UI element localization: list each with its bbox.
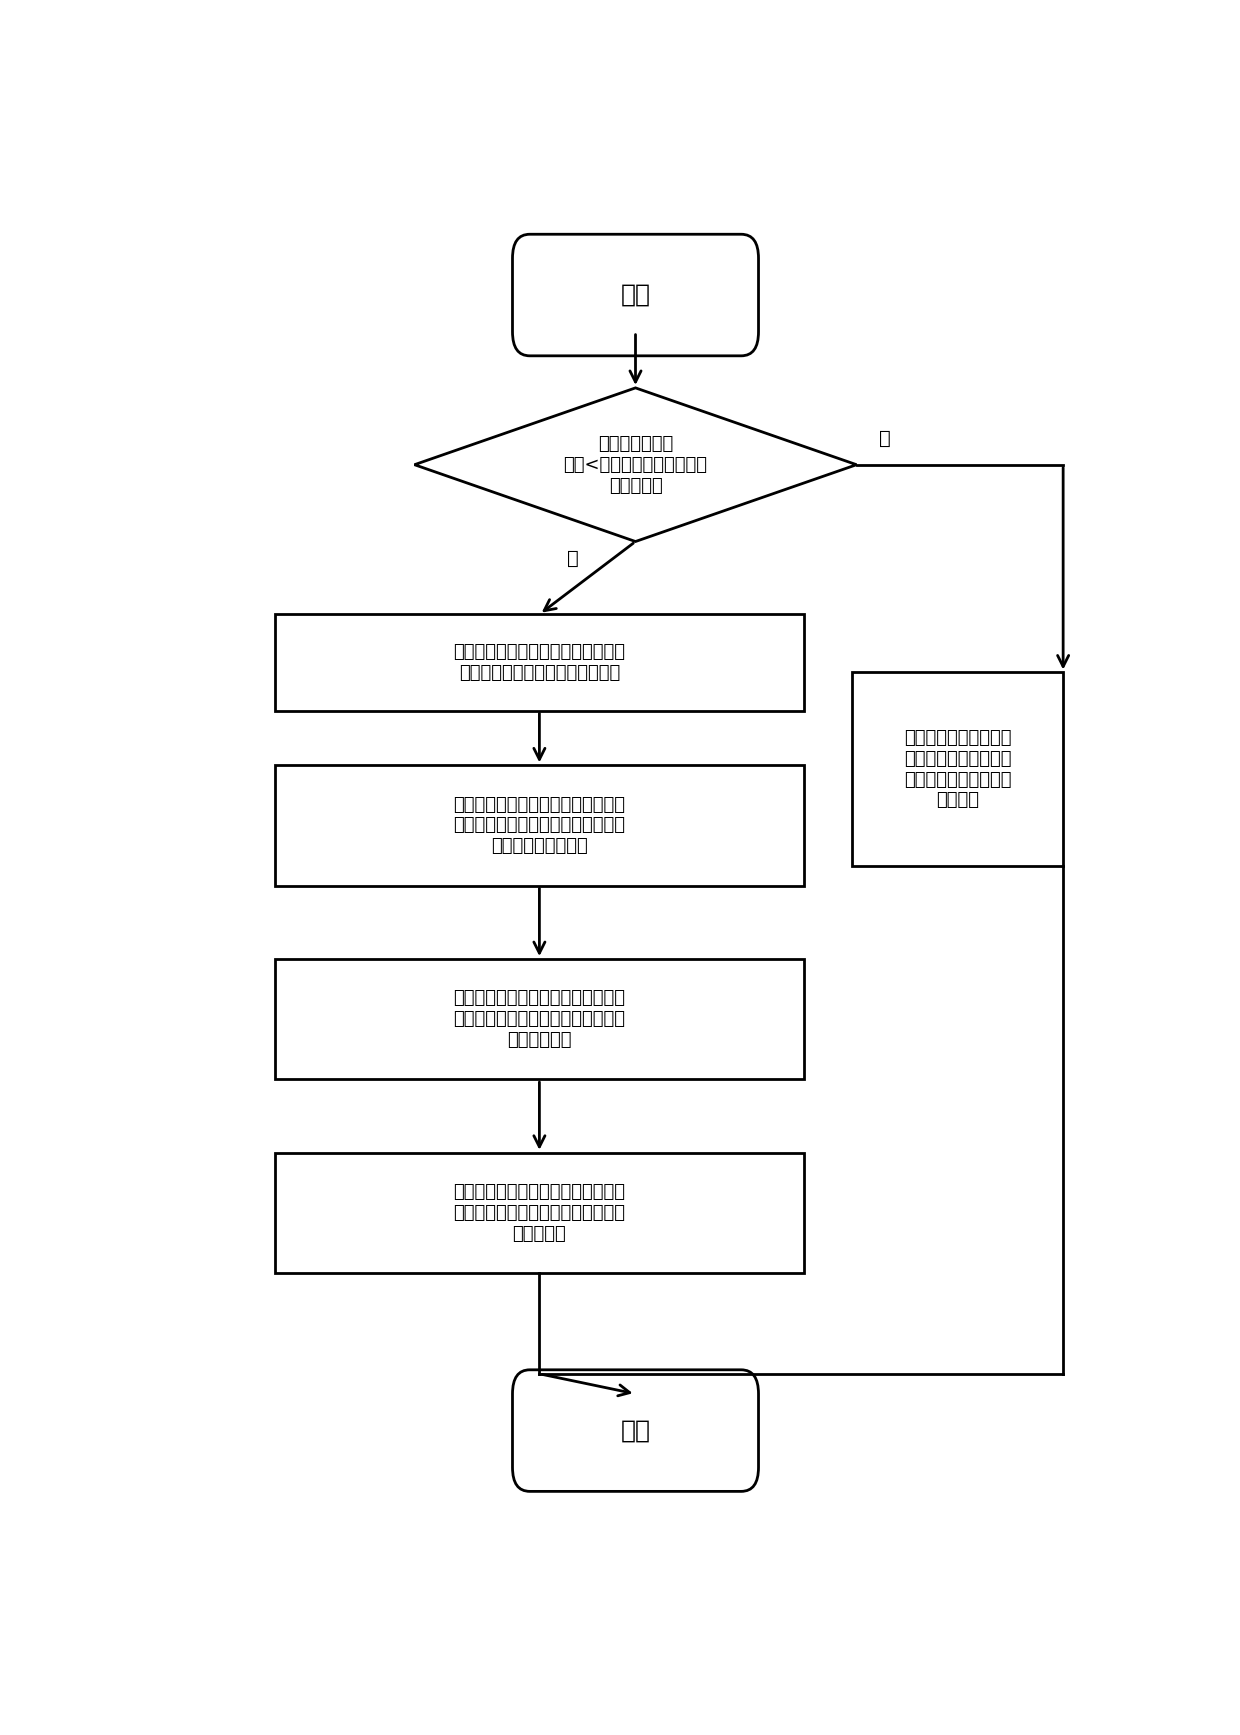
Text: 利用电化学储能电站参与电网调度的
综合评价系数确定各电化学储能电站
分配的功率: 利用电化学储能电站参与电网调度的 综合评价系数确定各电化学储能电站 分配的功率 — [454, 1183, 625, 1242]
Text: 利用电化学储能电站额
定容量和电网调度功率
确定电化学储能电站分
配的功率: 利用电化学储能电站额 定容量和电网调度功率 确定电化学储能电站分 配的功率 — [904, 729, 1011, 810]
Text: 否: 否 — [879, 429, 892, 448]
Bar — [852, 673, 1063, 866]
Text: 根据电化学储能电站的技术评价指标
确定电化学储能电站参与电网调度的
综合评价系数: 根据电化学储能电站的技术评价指标 确定电化学储能电站参与电网调度的 综合评价系数 — [454, 989, 625, 1050]
FancyBboxPatch shape — [512, 234, 759, 356]
Polygon shape — [414, 389, 857, 541]
Bar — [275, 765, 804, 885]
Text: 电网调度需求功
率量<所有电化学储能电站额
定容量之和: 电网调度需求功 率量<所有电化学储能电站额 定容量之和 — [563, 435, 708, 494]
Text: 开始: 开始 — [620, 283, 651, 307]
Bar — [275, 959, 804, 1079]
FancyBboxPatch shape — [512, 1371, 759, 1492]
Text: 是: 是 — [567, 548, 579, 567]
Text: 获取评价周期内电网调度的指令信息
和电化学储能电站的运行统计信息: 获取评价周期内电网调度的指令信息 和电化学储能电站的运行统计信息 — [454, 644, 625, 682]
Bar — [275, 1152, 804, 1273]
Text: 结束: 结束 — [620, 1419, 651, 1442]
Text: 根据电网调度指令信息和电化学储能
电站的运行统计信息确定电化学储能
电站的技术评价指标: 根据电网调度指令信息和电化学储能 电站的运行统计信息确定电化学储能 电站的技术评… — [454, 796, 625, 855]
Bar — [275, 614, 804, 711]
